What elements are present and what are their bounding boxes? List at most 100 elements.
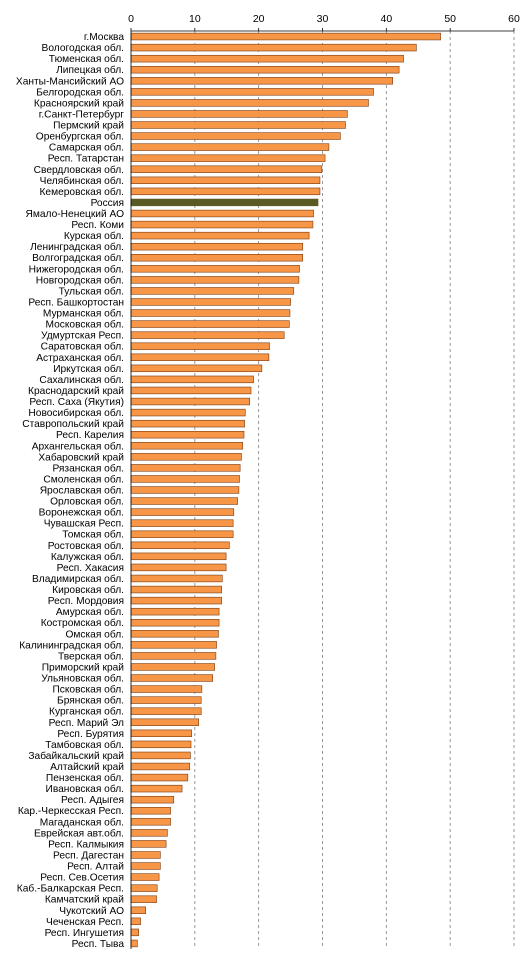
category-label: Костромская обл. <box>41 617 124 629</box>
bar <box>130 652 217 660</box>
bar <box>130 762 191 771</box>
category-label: Орловская обл. <box>50 496 124 508</box>
bar <box>130 331 285 339</box>
category-label: Челябинская обл. <box>40 175 124 187</box>
bar <box>130 276 300 284</box>
bar <box>130 541 230 549</box>
bar <box>130 231 310 240</box>
category-label: Забайкальский край <box>28 750 124 762</box>
bar <box>130 165 323 173</box>
category-label: Респ. Башкортостан <box>28 297 124 308</box>
category-label: Респ. Адыгея <box>61 795 124 806</box>
category-label: Калужская обл. <box>51 551 124 563</box>
bar <box>130 674 214 682</box>
bar <box>130 751 191 760</box>
category-label: Амурская обл. <box>56 606 124 618</box>
bar-highlight <box>130 198 319 207</box>
category-label: Белгородская обл. <box>36 86 124 98</box>
category-label: Сахалинская обл. <box>39 374 124 386</box>
x-tick-label: 20 <box>253 13 265 25</box>
category-label: г.Санкт-Петербург <box>39 108 124 120</box>
category-label: Краснодарский край <box>28 386 124 397</box>
category-label: Ивановская обл. <box>46 783 124 795</box>
bar <box>130 851 161 859</box>
bar <box>130 884 158 892</box>
bar <box>130 386 252 395</box>
bar <box>130 508 235 516</box>
category-label: Магаданская обл. <box>40 816 124 828</box>
category-label: г.Москва <box>84 32 124 43</box>
bar <box>130 32 441 41</box>
bar <box>130 265 300 273</box>
category-label: Чувашская Респ. <box>44 519 124 530</box>
bar <box>130 364 263 373</box>
bar <box>130 928 139 937</box>
category-label: Брянская обл. <box>57 695 124 707</box>
bar <box>130 840 167 848</box>
category-label: Волгоградская обл. <box>32 252 124 264</box>
category-label: Чеченская Респ. <box>46 917 124 928</box>
category-label: Респ. Тыва <box>72 939 125 950</box>
bar <box>130 530 234 538</box>
category-label: Респ. Марий Эл <box>49 718 124 729</box>
bar <box>130 132 341 140</box>
category-label: Омская обл. <box>65 628 124 640</box>
x-tick-label: 60 <box>508 13 520 25</box>
category-label: Рязанская обл. <box>52 462 124 474</box>
category-label: Новосибирская обл. <box>28 407 124 419</box>
category-label: Респ. Бурятия <box>57 729 124 740</box>
category-label: Новгородская обл. <box>36 274 124 286</box>
bar <box>130 619 220 627</box>
bar <box>130 729 192 738</box>
category-label: Хабаровский край <box>38 451 124 463</box>
bar <box>130 685 203 693</box>
category-label: Ульяновская обл. <box>41 673 124 685</box>
category-label: Воронежская обл. <box>39 507 124 519</box>
bar <box>130 242 304 251</box>
category-label: Ставропольский край <box>22 419 124 430</box>
bar <box>130 585 222 594</box>
category-label: Свердловская обл. <box>34 164 124 176</box>
x-tick-label: 10 <box>189 13 201 25</box>
category-label: Кемеровская обл. <box>39 186 124 198</box>
x-axis-ticks: 0 10 20 30 40 50 60 <box>128 13 520 31</box>
category-label: Приморский край <box>42 662 124 673</box>
bar <box>130 596 222 605</box>
bar <box>130 397 251 406</box>
bar <box>130 154 326 162</box>
category-label: Удмуртская Респ. <box>41 331 124 342</box>
bar <box>130 88 374 96</box>
category-label: Курская обл. <box>64 230 124 242</box>
bar <box>130 641 217 649</box>
category-label: Тульская обл. <box>59 285 124 297</box>
bar <box>130 807 171 815</box>
bar <box>130 287 295 295</box>
bar <box>130 342 270 350</box>
bar <box>130 220 314 229</box>
category-label: Нижегородская обл. <box>29 263 124 275</box>
category-label: Липецкая обл. <box>56 64 124 76</box>
bar <box>130 442 244 450</box>
bar <box>130 773 189 782</box>
bar <box>130 176 321 185</box>
bar <box>130 143 330 151</box>
category-label: Камчатский край <box>45 895 124 906</box>
category-label: Респ. Сев.Осетия <box>40 873 124 884</box>
bar <box>130 707 202 715</box>
category-label: Псковская обл. <box>52 684 124 696</box>
bar <box>130 784 183 793</box>
bar <box>130 574 223 583</box>
category-label: Самарская обл. <box>49 142 124 154</box>
bar <box>130 497 238 505</box>
bar <box>130 873 160 881</box>
bar <box>130 696 202 704</box>
category-label: Красноярский край <box>34 98 124 109</box>
bar <box>130 718 199 726</box>
category-label: Оренбургская обл. <box>36 131 124 143</box>
category-label: Респ. Татарстан <box>48 154 124 165</box>
category-label: Вологодская обл. <box>42 42 124 54</box>
category-label: Пензенская обл. <box>46 772 124 784</box>
bar <box>130 110 348 118</box>
bar <box>130 320 290 328</box>
